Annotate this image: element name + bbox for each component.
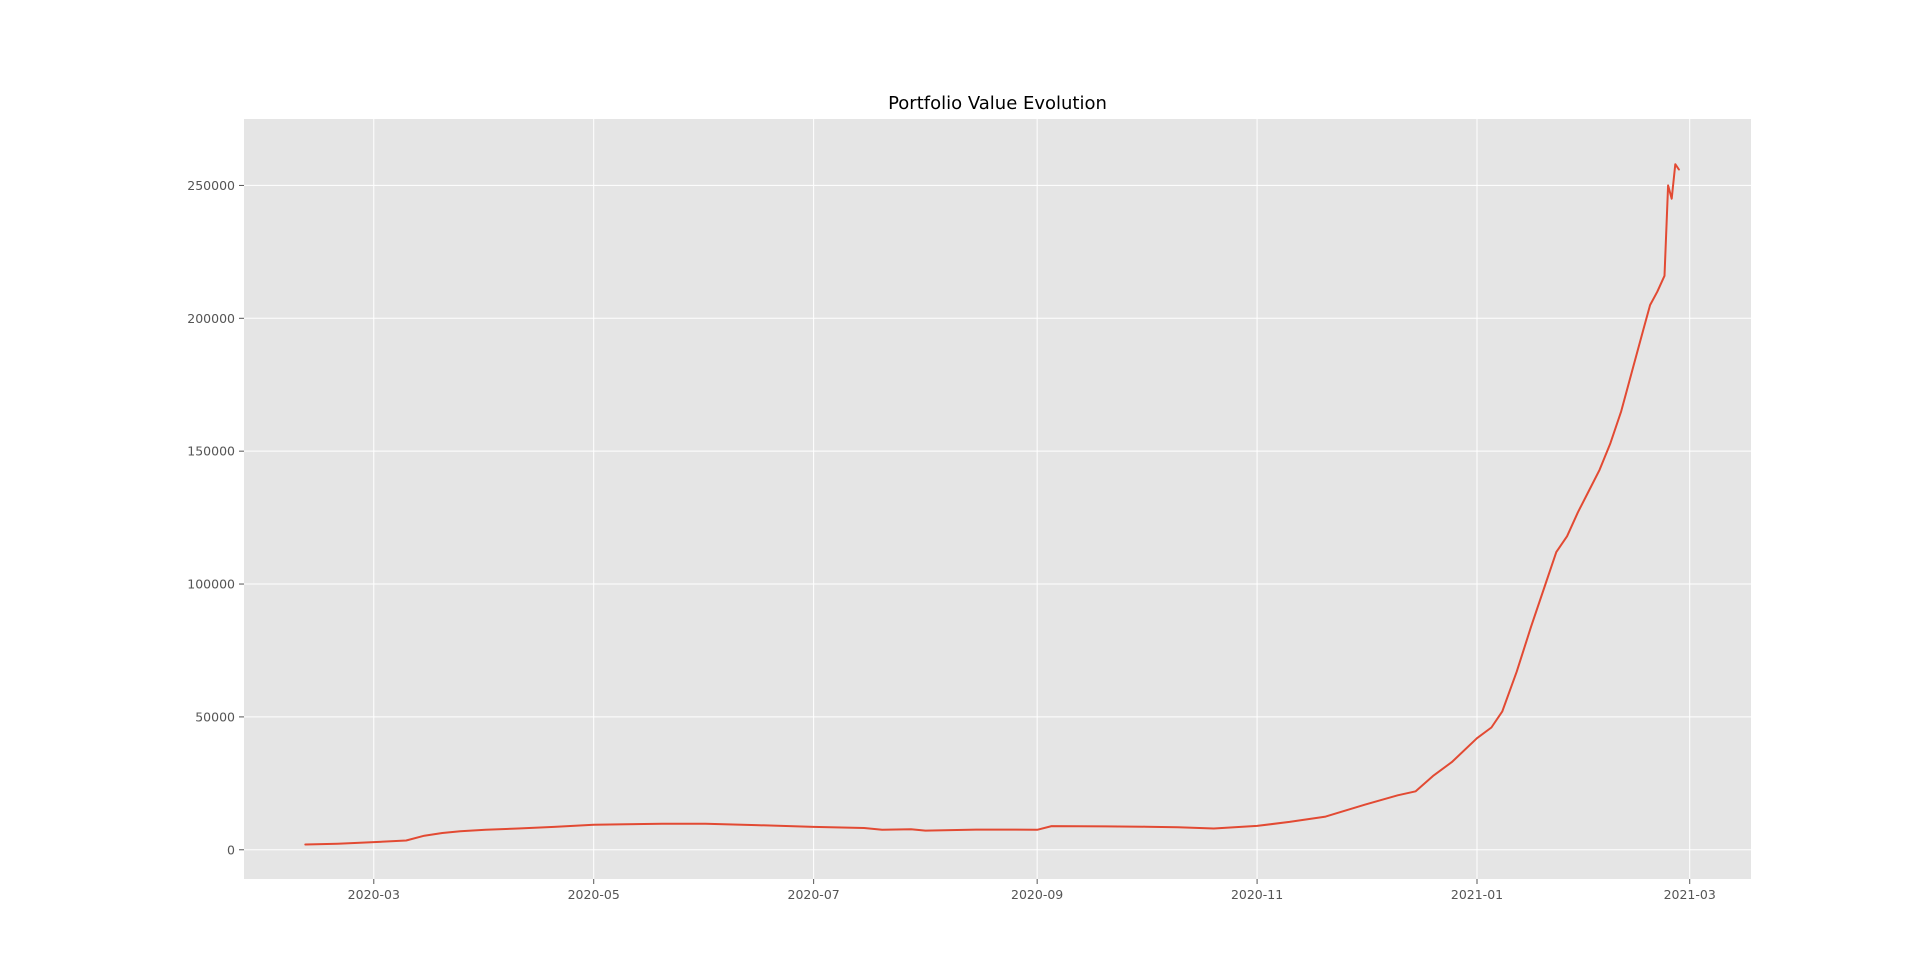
- x-tick-label: 2020-11: [1231, 887, 1283, 902]
- x-tick-label: 2020-03: [348, 887, 400, 902]
- y-tick-label: 100000: [187, 577, 235, 592]
- x-tick-label: 2020-09: [1011, 887, 1063, 902]
- plot-area: [244, 119, 1751, 879]
- x-tick-label: 2021-01: [1451, 887, 1503, 902]
- x-tick-label: 2020-07: [788, 887, 840, 902]
- y-tick-label: 150000: [187, 444, 235, 459]
- y-tick-label: 250000: [187, 178, 235, 193]
- y-tick-label: 0: [227, 842, 235, 857]
- grid-lines: [244, 119, 1751, 879]
- chart-title: Portfolio Value Evolution: [888, 93, 1107, 114]
- y-tick-label: 200000: [187, 311, 235, 326]
- series-layer: [304, 163, 1680, 846]
- series-line-0: [304, 163, 1680, 846]
- x-tick-label: 2020-05: [568, 887, 620, 902]
- y-tick-label: 50000: [195, 709, 235, 724]
- axis-ticks: 2020-03 2020-05 2020-07 2020-09 2020-11 2021-…: [187, 178, 1716, 902]
- x-tick-label: 2021-03: [1664, 887, 1716, 902]
